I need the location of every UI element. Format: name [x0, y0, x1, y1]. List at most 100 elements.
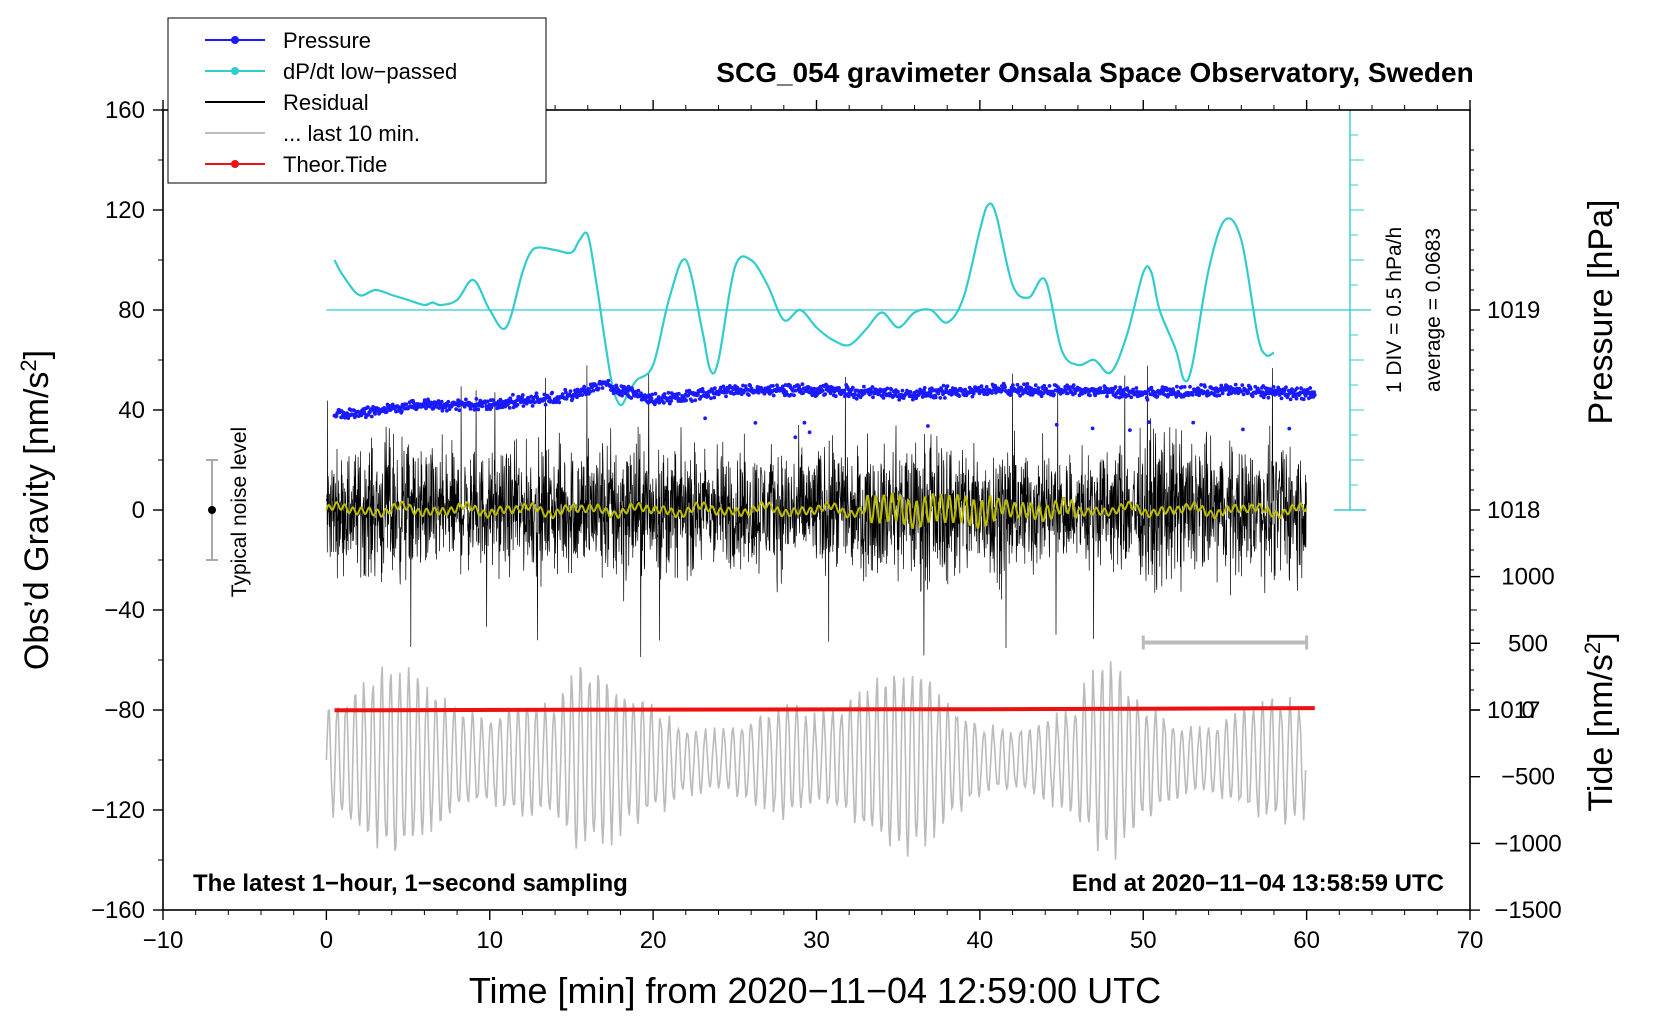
pressure-point: [1312, 393, 1317, 397]
pressure-point: [1063, 388, 1068, 393]
y-tick-label: −160: [91, 897, 145, 924]
pressure-point: [1271, 385, 1276, 389]
pressure-point: [1149, 385, 1154, 390]
pressure-point: [1182, 385, 1187, 389]
pressure-point: [1290, 387, 1294, 391]
pressure-point: [1020, 391, 1025, 396]
pressure-point: [1190, 393, 1195, 397]
pressure-point: [485, 399, 490, 404]
pressure-point: [580, 393, 585, 397]
pressure-point: [1303, 393, 1308, 398]
pressure-point: [870, 385, 875, 389]
pressure-point: [1241, 392, 1246, 397]
x-tick-label: 60: [1293, 927, 1320, 954]
noise-level-label: Typical noise level: [228, 427, 251, 597]
pressure-point: [908, 389, 913, 394]
tide-axis-label-sup: 2: [1580, 642, 1605, 654]
pressure-point: [454, 407, 458, 411]
pressure-point: [400, 409, 404, 413]
pressure-point: [713, 386, 717, 390]
pressure-point: [411, 401, 416, 405]
pressure-point: [837, 386, 841, 390]
pressure-point: [1129, 395, 1134, 400]
pressure-point: [534, 391, 539, 396]
pressure-point: [1042, 383, 1047, 388]
pressure-point: [550, 390, 555, 395]
pressure-point: [877, 391, 881, 396]
pressure-point: [476, 407, 481, 412]
pressure-point: [588, 389, 592, 394]
pressure-point: [594, 383, 598, 388]
pressure-axis-label: Pressure [hPa]: [1582, 200, 1620, 425]
residual-lowpass-series-line: [325, 492, 1308, 530]
pressure-point: [801, 391, 805, 395]
pressure-point: [1065, 391, 1070, 396]
tide-tick-label: 0: [1521, 697, 1534, 724]
pressure-point: [1105, 394, 1109, 399]
pressure-point: [807, 430, 812, 435]
pressure-point: [802, 420, 807, 425]
pressure-point: [1022, 382, 1026, 387]
noise-level-bar: [206, 459, 219, 561]
pressure-point: [885, 386, 890, 391]
pressure-point: [792, 393, 796, 398]
pressure-point: [850, 385, 855, 390]
pressure-point: [1248, 387, 1253, 391]
pressure-point: [747, 393, 751, 397]
pressure-point: [1284, 385, 1288, 390]
pressure-point: [439, 399, 444, 404]
pressure-point: [690, 399, 694, 403]
pressure-point: [543, 402, 548, 407]
pressure-point: [1146, 420, 1151, 424]
pressure-point: [1088, 393, 1092, 398]
pressure-point: [1134, 386, 1139, 390]
pressure-point: [373, 412, 377, 416]
pressure-point: [933, 395, 938, 400]
tide-axis-label: Tide [nm/s2]: [1580, 632, 1620, 811]
right-note: End at 2020−11−04 13:58:59 UTC: [1072, 870, 1444, 897]
tick-labels-layer: −10 0 10 20 30 40 50 60 70 −160 −120 −80 −40 0 40 80 120…: [91, 97, 1562, 954]
pressure-point: [1011, 383, 1015, 387]
left-note: The latest 1−hour, 1−second sampling: [193, 870, 628, 897]
pressure-point: [564, 390, 568, 395]
pressure-point: [511, 392, 515, 397]
pressure-point: [970, 394, 975, 399]
legend-label: Theor.Tide: [283, 152, 387, 177]
pressure-point: [1009, 390, 1013, 395]
pressure-point: [1131, 387, 1135, 392]
pressure-point: [515, 402, 520, 407]
pressure-point: [1033, 383, 1038, 388]
series-layer: [325, 202, 1317, 860]
y-tick-label: 40: [118, 397, 145, 424]
x-tick-label: 50: [1130, 927, 1157, 954]
pressure-point: [833, 394, 838, 399]
legend-entries: Pressure dP/dt low−passed Residual ... last…: [205, 28, 457, 177]
pressure-point: [1039, 394, 1044, 399]
pressure-point: [1239, 389, 1244, 394]
pressure-point: [582, 384, 587, 389]
pressure-point: [800, 382, 805, 387]
pressure-point: [1240, 383, 1245, 387]
pressure-point: [771, 393, 776, 398]
pressure-point: [823, 392, 828, 396]
legend-label: Residual: [283, 90, 369, 115]
pressure-point: [629, 396, 634, 400]
pressure-point: [854, 396, 859, 401]
legend-label: dP/dt low−passed: [283, 59, 457, 84]
pressure-point: [842, 388, 847, 393]
theoretical-tide-series-line: [334, 706, 1315, 713]
tide-tick-label: 1000: [1501, 564, 1554, 591]
legend-box: [167, 17, 547, 184]
pressure-point: [366, 405, 370, 410]
tide-tick-label: −1500: [1494, 897, 1561, 924]
pressure-point: [1220, 391, 1225, 396]
pressure-point: [480, 404, 485, 409]
y-tick-label: 120: [105, 197, 145, 224]
x-axis-label: Time [min] from 2020−11−04 12:59:00 UTC: [469, 970, 1161, 1011]
pressure-point: [990, 391, 994, 395]
pressure-point: [1266, 395, 1271, 400]
pressure-point: [945, 384, 950, 388]
pressure-point: [1128, 428, 1132, 432]
pressure-point: [498, 397, 503, 402]
